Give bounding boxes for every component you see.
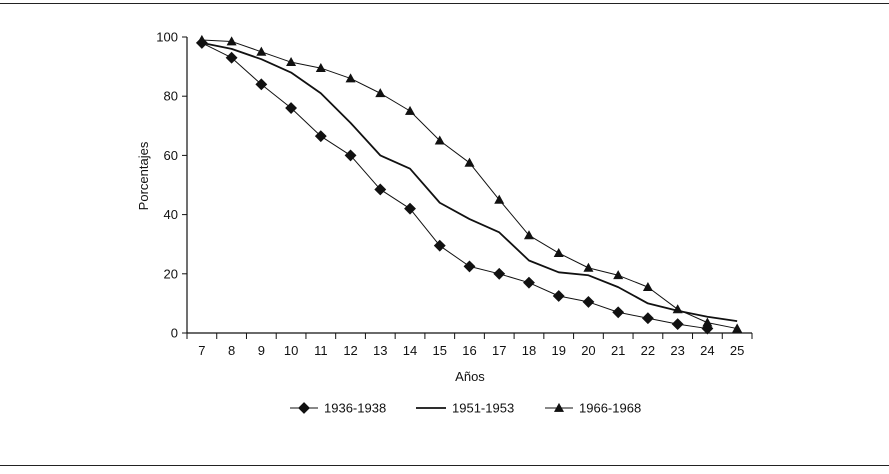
data-point xyxy=(434,135,445,145)
legend-label: 1966-1968 xyxy=(579,401,641,416)
x-tick-label: 19 xyxy=(551,343,565,358)
data-point xyxy=(552,290,565,302)
y-tick-label: 40 xyxy=(164,207,178,222)
data-point xyxy=(404,202,416,215)
data-point xyxy=(523,276,535,289)
x-tick-label: 14 xyxy=(403,343,417,358)
data-point xyxy=(374,183,387,196)
legend-marker xyxy=(298,402,310,414)
data-point xyxy=(641,312,654,325)
data-point xyxy=(196,34,207,44)
legend-item: 1966-1968 xyxy=(545,401,641,416)
data-point xyxy=(226,36,237,46)
data-point xyxy=(612,306,625,319)
x-tick-label: 17 xyxy=(492,343,506,358)
series-1951-1953 xyxy=(201,42,738,323)
x-tick-label: 21 xyxy=(611,343,625,358)
data-point xyxy=(285,102,298,114)
data-point xyxy=(315,62,326,72)
y-tick-label: 20 xyxy=(164,266,178,281)
y-tick-label: 100 xyxy=(156,30,178,45)
y-axis-title: Porcentajes xyxy=(136,141,151,210)
series-1936-1938 xyxy=(195,36,714,335)
data-point xyxy=(582,295,595,308)
series-line xyxy=(201,42,708,330)
x-tick-label: 15 xyxy=(433,343,447,358)
x-tick-label: 22 xyxy=(641,343,655,358)
data-point xyxy=(671,318,684,331)
x-tick-label: 18 xyxy=(522,343,536,358)
data-point xyxy=(642,282,653,292)
x-tick-label: 25 xyxy=(730,343,744,358)
x-tick-label: 7 xyxy=(198,343,205,358)
data-point xyxy=(464,157,475,167)
x-axis-title: Años xyxy=(455,369,485,384)
x-tick-label: 23 xyxy=(670,343,684,358)
x-tick-label: 16 xyxy=(462,343,476,358)
series-line xyxy=(201,42,738,323)
data-point xyxy=(286,57,297,67)
data-point xyxy=(405,105,416,115)
data-point xyxy=(344,149,357,162)
data-point xyxy=(255,78,268,91)
data-point xyxy=(613,270,624,280)
legend-item: 1936-1938 xyxy=(290,401,386,416)
data-point xyxy=(345,73,356,83)
x-tick-label: 13 xyxy=(373,343,387,358)
legend-label: 1936-1938 xyxy=(324,401,386,416)
y-tick-label: 0 xyxy=(171,326,178,341)
data-point xyxy=(493,267,506,280)
x-tick-label: 11 xyxy=(314,343,328,358)
x-tick-label: 20 xyxy=(581,343,595,358)
data-point xyxy=(225,51,238,64)
series-layer xyxy=(195,34,743,335)
bottom-rule xyxy=(0,465,889,466)
data-point xyxy=(463,260,476,273)
data-point xyxy=(583,262,594,272)
y-tick-label: 60 xyxy=(164,148,178,163)
top-rule xyxy=(0,3,889,4)
data-point xyxy=(256,46,267,56)
data-point xyxy=(553,247,564,257)
series-1966-1968 xyxy=(196,34,743,333)
data-point xyxy=(494,194,505,204)
legend-marker xyxy=(553,402,565,412)
data-point xyxy=(732,323,743,333)
legend: 1936-1938 1951-1953 1966-1968 xyxy=(290,401,641,416)
data-point xyxy=(702,317,713,327)
x-tick-label: 8 xyxy=(228,343,235,358)
x-tick-label: 10 xyxy=(284,343,298,358)
y-tick-label: 80 xyxy=(164,89,178,104)
x-tick-label: 24 xyxy=(700,343,714,358)
data-point xyxy=(375,88,386,98)
data-point xyxy=(672,304,683,314)
data-point xyxy=(523,230,534,240)
x-tick-label: 9 xyxy=(258,343,265,358)
data-point xyxy=(314,130,327,143)
series-line xyxy=(201,39,738,330)
data-point xyxy=(433,239,446,252)
legend-label: 1951-1953 xyxy=(452,401,514,416)
axes: 0 20 40 60 80 100 7 8 9 10 11 12 13 14 15 16 17 18 19 20 21 2… xyxy=(156,30,753,358)
legend-item: 1951-1953 xyxy=(416,401,514,416)
x-tick-label: 12 xyxy=(343,343,357,358)
